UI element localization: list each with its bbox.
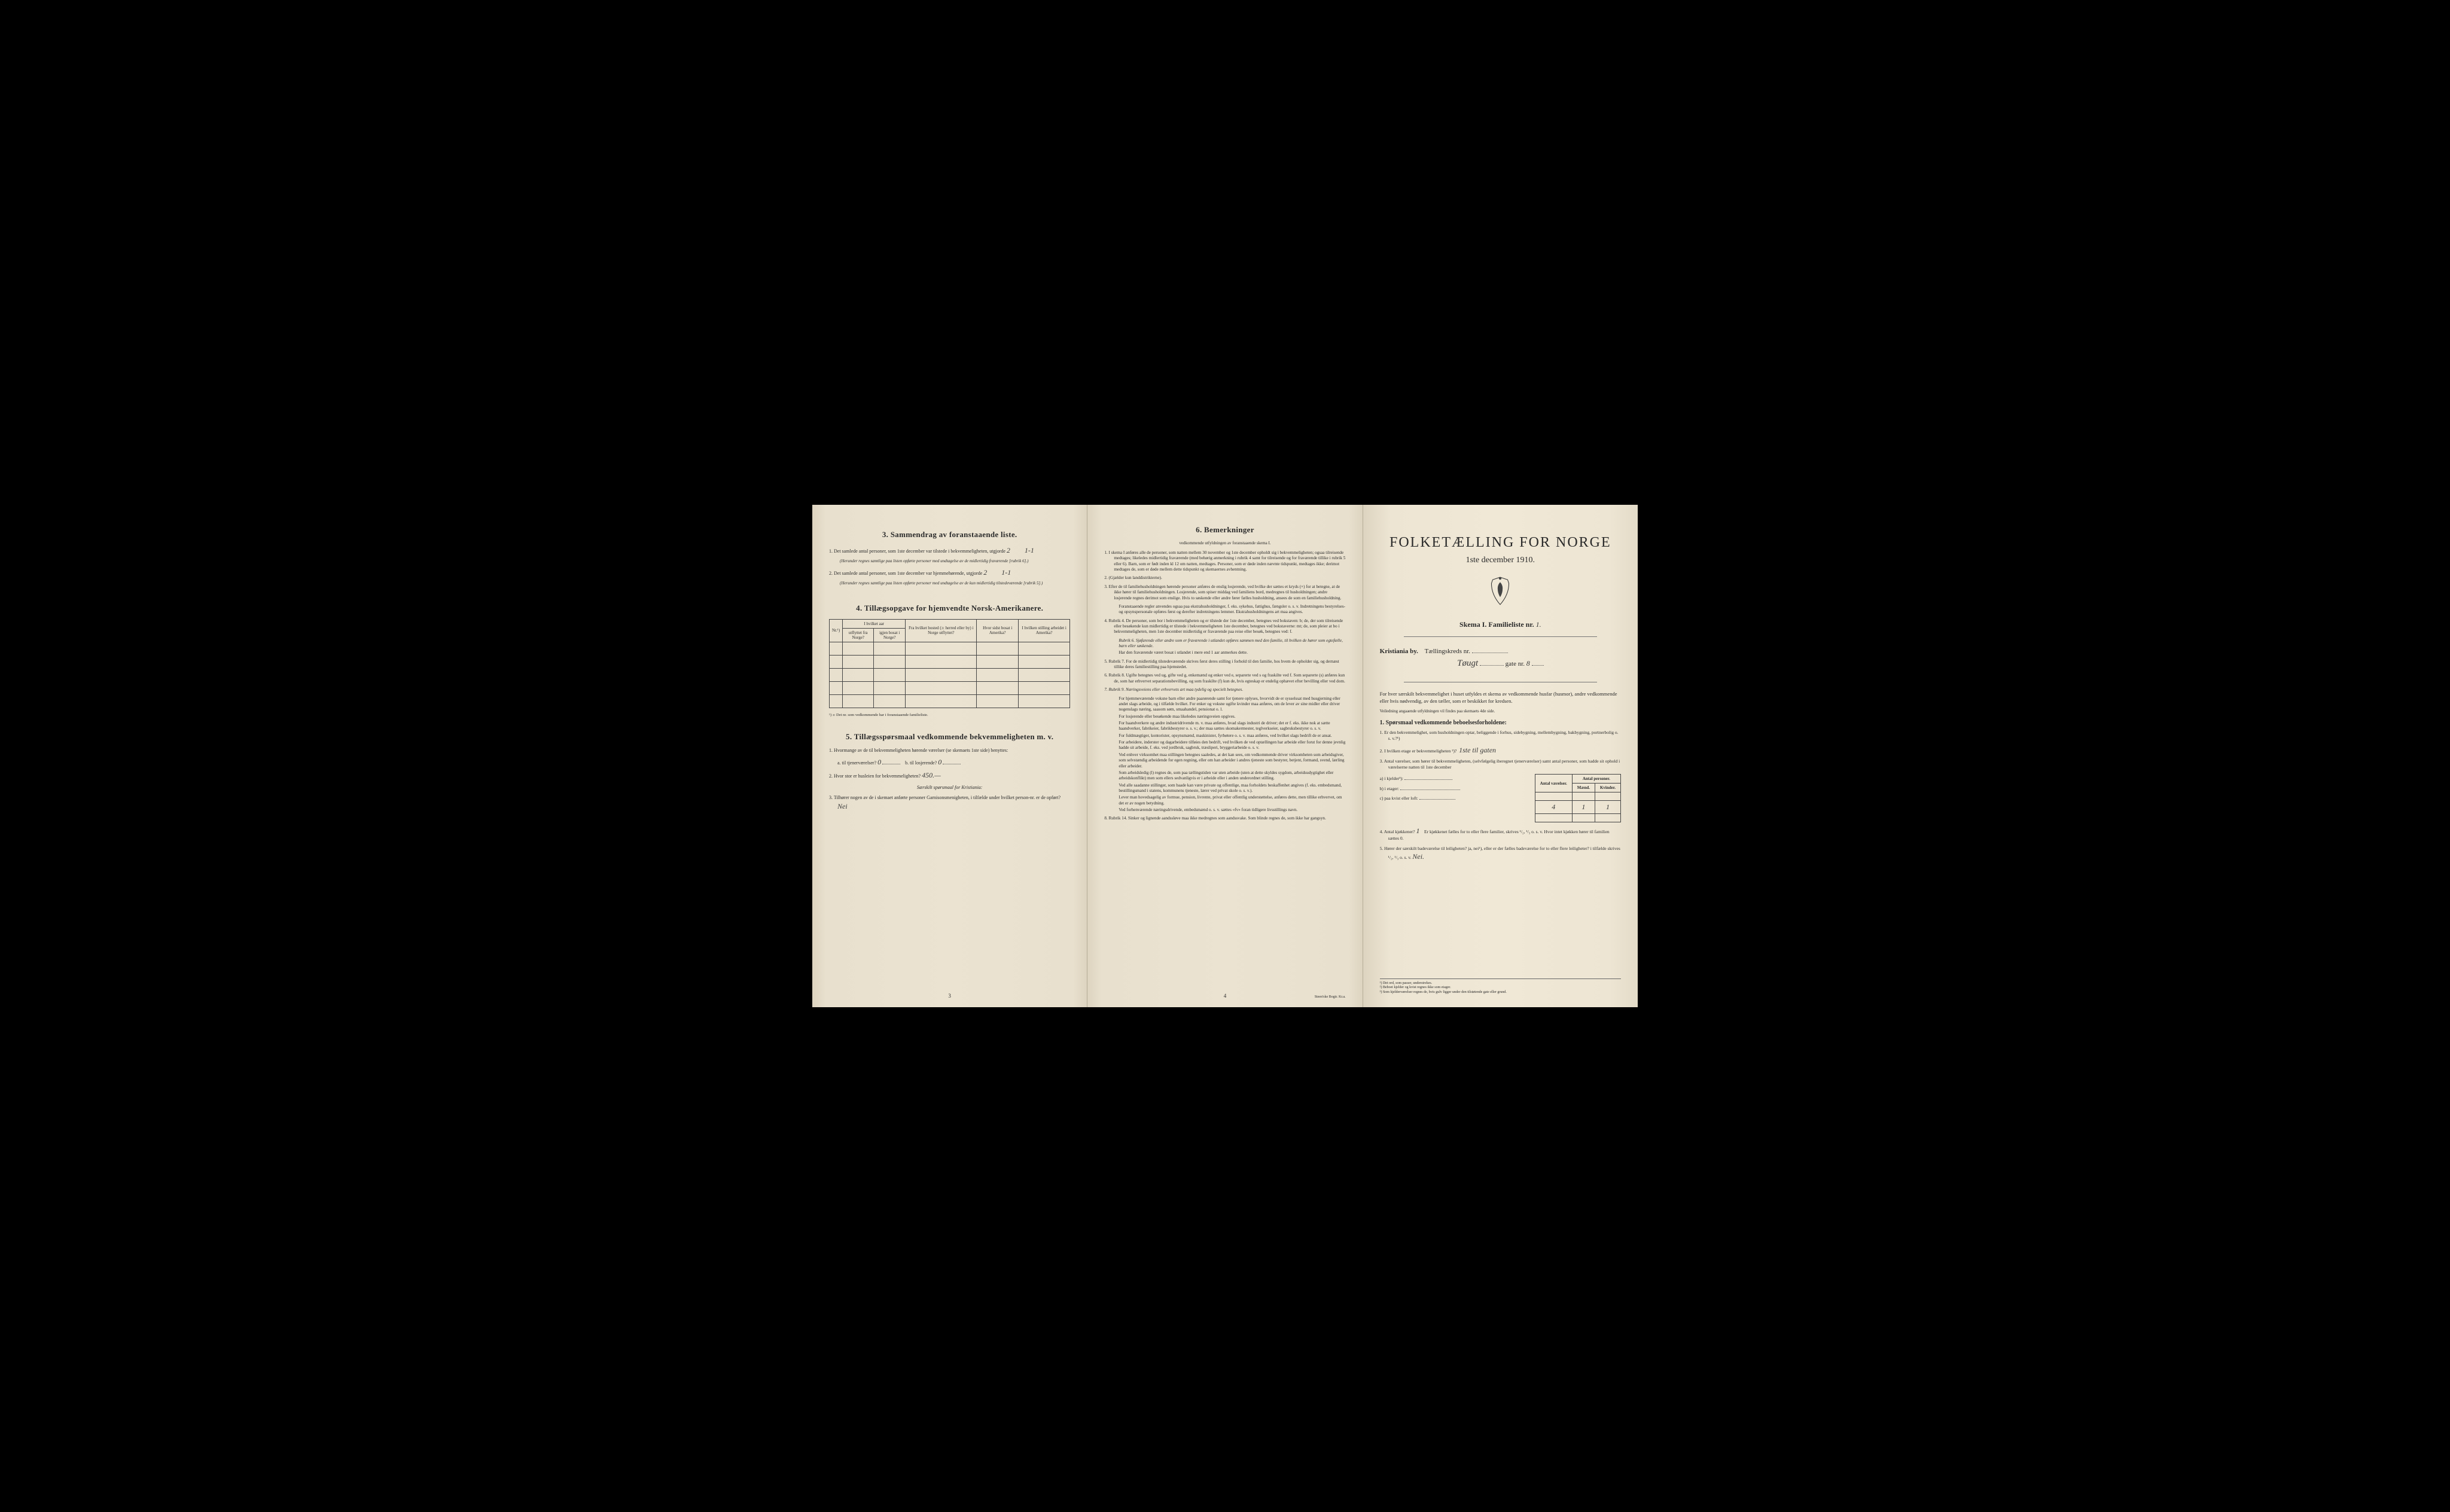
instruction2: Veiledning angaaende utfyldningen vil fi… [1380,709,1621,715]
r-i7i: Lever man hovedsagelig av formue, pensio… [1104,795,1345,806]
instruction1: For hver særskilt bekvemmelighet i huset… [1380,691,1621,705]
section4-title: 4. Tillægsopgave for hjemvendte Norsk-Am… [829,603,1070,613]
s3-val1: 2 [1007,546,1010,554]
s5-q2: 2. Hvor stor er husleien for bekvemmelig… [829,770,1070,780]
familieliste-nr: 1. [1536,620,1541,629]
street-name: Tøugt [1457,659,1478,668]
page1-num: 3 [948,993,951,999]
q1-4-val: 1 [1416,827,1419,835]
s3-note1: (Herunder regnes samtlige paa listen opf… [829,559,1070,564]
s4-footnote: ¹) ɔ: Det nr. som vedkommende har i fora… [829,713,1070,718]
page3-footnotes: ¹) Det ord, som passer, understrekes. ²)… [1380,978,1621,995]
r-i2: 2. (Gjælder kun landdistrikterne). [1104,575,1345,581]
q1-2: 2. I hvilken etage er bekvemmeligheten ²… [1380,745,1621,755]
s5-q1: 1. Hvormange av de til bekvemmeligheten … [829,748,1070,754]
page2-num: 4 [1224,993,1227,999]
s5-q1a-val: 0 [877,758,881,766]
row-a: a) i kjelder³): [1380,774,1530,784]
r-i7j: Ved forhenværende næringsdrivende, embed… [1104,807,1345,813]
q1-5: 5. Hører der særskilt badeværelse til le… [1380,846,1621,861]
page-left: 3. Sammendrag av foranstaaende liste. 1.… [812,505,1087,1007]
s5-q3: 3. Tilhører nogen av de i skemaet anført… [829,795,1070,811]
s5-q1b-val: 0 [938,758,941,766]
th-bosted: Fra hvilket bosted (ɔ: herred eller by) … [906,619,977,642]
r-i1: 1. I skema I anføres alle de personer, s… [1104,550,1345,572]
r-i7: 7. Rubrik 9. Næringsveiens eller erhverv… [1104,687,1345,693]
r-i7f: Ved enhver virksomhet maa stillingen bet… [1104,752,1345,769]
th-utflyttet: utflyttet fra Norge? [843,628,874,642]
r-i7b: For losjerende eller besøkende maa likel… [1104,714,1345,720]
kvinder-b: 1 [1595,801,1620,814]
emigrant-table: Nr.¹) I hvilket aar Fra hvilket bosted (… [829,619,1070,708]
census-date: 1ste december 1910. [1380,556,1621,565]
q1-1: 1. Er den bekvemmelighet, som husholdnin… [1380,730,1621,742]
city-line: Kristiania by. Tællingskreds nr. [1380,648,1621,655]
r-i3b: Foranstaaende regler anvendes ogsaa paa … [1104,604,1345,615]
r-i4: 4. Rubrik 4. De personer, som bor i bekv… [1104,618,1345,635]
rooms-table: Antal værelser. Antal personer. Mænd. Kv… [1535,774,1621,822]
q1-2-val: 1ste til gaten [1459,746,1496,754]
r-i7c: For haandverkere og andre industridriven… [1104,721,1345,732]
r-i6: 6. Rubrik 8. Ugifte betegnes ved ug, gif… [1104,673,1345,684]
r-i7h: Ved alle saadanne stillinger, som baade … [1104,783,1345,794]
q1-5-val: Nei. [1412,852,1424,861]
s5-q1-sub: a. til tjenerværelser? 0 b. til losjeren… [829,758,1070,767]
s3-item2: 2. Det samlede antal personer, som 1ste … [829,568,1070,577]
printer-mark: Steen'ske Bogtr. Kr.a. [1315,995,1346,999]
th-sidst: Hvor sidst bosat i Amerika? [977,619,1019,642]
fn3: ³) Som kjelderværelser regnes de, hvis g… [1380,990,1621,995]
s5-special: Særskilt spørsmaal for Kristiania: [829,785,1070,790]
q1-3: 3. Antal værelser, som hører til bekvemm… [1380,758,1621,770]
th-aar: I hvilket aar [843,619,906,628]
section6-sub: vedkommende utfyldningen av foranstaaend… [1104,541,1345,545]
skema-line: Skema I. Familieliste nr. 1. [1380,620,1621,629]
vaer-b: 4 [1535,801,1572,814]
s3-val2b: 1-1 [1001,568,1011,577]
th-nr: Nr.¹) [830,619,843,642]
page-right: FOLKETÆLLING FOR NORGE 1ste december 191… [1363,505,1638,1007]
s3-val2: 2 [983,568,987,577]
remarks-list: 1. I skema I anføres alle de personer, s… [1104,550,1345,822]
section3-title: 3. Sammendrag av foranstaaende liste. [829,530,1070,539]
row-b: b) i etager: [1380,784,1530,794]
th-stilling: I hvilken stilling arbeidet i Amerika? [1019,619,1070,642]
r-i8: 8. Rubrik 14. Sinker og lignende aandssl… [1104,816,1345,821]
s5-q3-val: Nei [837,802,848,810]
th-igjen: igjen bosat i Norge? [874,628,906,642]
section6-title: 6. Bemerkninger [1104,525,1345,535]
r-i3: 3. Efter de til familiehusholdningen hør… [1104,584,1345,601]
addr-line: Tøugt gate nr. 8 [1380,659,1621,669]
census-title: FOLKETÆLLING FOR NORGE [1380,535,1621,551]
r-i7a: For hjemmeværende voksne barn eller andr… [1104,696,1345,713]
coat-of-arms-icon [1380,576,1621,608]
page-middle: 6. Bemerkninger vedkommende utfyldningen… [1087,505,1363,1007]
r-i7g: Som arbeidsledig (l) regnes de, som paa … [1104,770,1345,782]
r-i7e: For arbeidere, inderster og dagarbeidere… [1104,740,1345,751]
r-i7d: For fuldmægtiger, kontorister, opsynsmæn… [1104,733,1345,739]
maend-b: 1 [1572,801,1595,814]
s3-note2: (Herunder regnes samtlige paa listen opf… [829,581,1070,586]
r-i4b: Rubrik 6. Sjøfarende eller andre som er … [1104,638,1345,650]
s3-val1b: 1-1 [1025,546,1034,554]
s3-item1: 1. Det samlede antal personer, som 1ste … [829,545,1070,555]
s5-q2-val: 450.— [922,771,941,779]
r-i5: 5. Rubrik 7. For de midlertidig tilstede… [1104,659,1345,670]
section5-title: 5. Tillægsspørsmaal vedkommende bekvemme… [829,732,1070,742]
row-c: c) paa kvist eller loft: [1380,794,1530,804]
r-i4c: Har den fraværende været bosat i utlande… [1104,650,1345,656]
q1-title: 1. Spørsmaal vedkommende beboelsesforhol… [1380,720,1621,726]
census-document: 3. Sammendrag av foranstaaende liste. 1.… [812,505,1638,1007]
gate-nr: 8 [1526,659,1530,667]
q1-4: 4. Antal kjøkkener? 1 Er kjøkkenet fælle… [1380,826,1621,842]
